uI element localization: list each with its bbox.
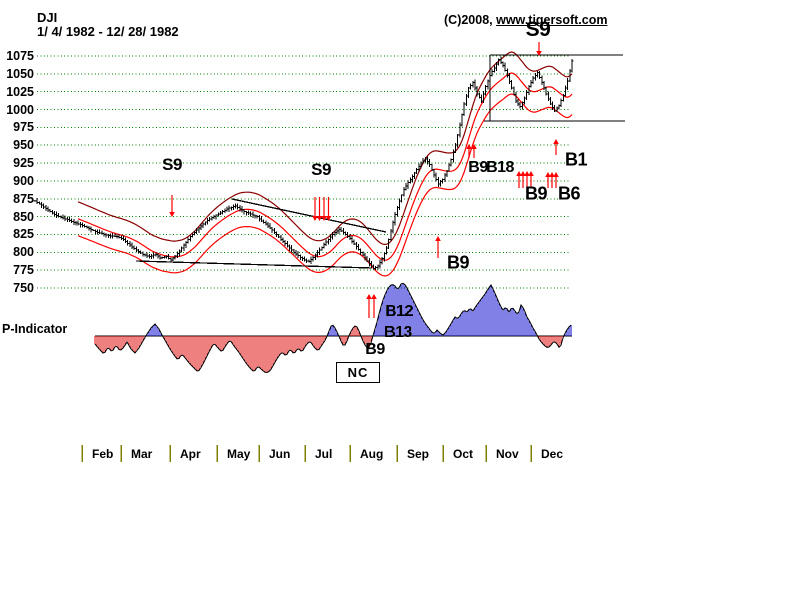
price-label-850: 850: [13, 209, 34, 224]
price-label-1000: 1000: [6, 102, 34, 117]
signal-s9-june: S9: [311, 160, 331, 179]
trendline-0: [231, 198, 387, 233]
signal-b9-nov: B9: [524, 183, 548, 204]
month-label-feb: Feb: [92, 447, 114, 461]
price-label-925: 925: [13, 156, 34, 171]
price-label-900: 900: [13, 173, 34, 188]
down-arrowhead: [312, 216, 318, 221]
up-arrowhead: [371, 294, 377, 299]
price-label-800: 800: [13, 245, 34, 260]
signal-b1: B1: [564, 149, 588, 170]
up-arrowhead: [545, 172, 551, 177]
down-arrowhead: [325, 216, 332, 221]
price-label-950: 950: [13, 138, 34, 153]
signal-b18: B18: [486, 159, 514, 176]
up-arrowhead: [435, 236, 441, 241]
price-label-1075: 1075: [6, 49, 34, 63]
copyright-prefix: (C)2008,: [444, 13, 497, 27]
price-label-825: 825: [13, 227, 34, 242]
down-arrowhead: [316, 216, 323, 221]
tigersoft-link[interactable]: www.tigersoft.com: [496, 13, 608, 27]
signal-b12: B12: [385, 303, 413, 320]
up-arrowhead: [549, 172, 555, 177]
ohlc-price-bars: [33, 56, 574, 270]
month-label-nov: Nov: [496, 447, 519, 461]
signal-s9-march: S9: [162, 155, 182, 174]
month-label-apr: Apr: [180, 447, 201, 461]
month-label-aug: Aug: [360, 447, 384, 461]
up-arrowhead: [466, 144, 472, 149]
signal-b9-sept: B9: [468, 159, 488, 176]
chart-title-block: DJI 1/ 4/ 1982 - 12/ 28/ 1982: [37, 11, 179, 39]
up-arrowhead: [553, 172, 559, 177]
up-arrowhead: [553, 139, 559, 144]
price-label-975: 975: [13, 120, 34, 135]
price-label-750: 750: [13, 281, 34, 295]
price-label-775: 775: [13, 263, 34, 278]
month-label-jun: Jun: [269, 447, 291, 461]
month-label-oct: Oct: [453, 447, 474, 461]
signal-b9-august: B9: [446, 252, 470, 273]
up-arrowhead: [528, 171, 534, 176]
upper-band-line: [77, 51, 573, 246]
copyright-notice: (C)2008, www.tigersoft.com: [444, 13, 607, 27]
nc-signal-box: NC: [336, 362, 380, 383]
month-label-sep: Sep: [407, 447, 430, 461]
signal-s9-top: S9: [525, 18, 551, 41]
down-arrowhead: [536, 51, 542, 56]
down-arrowhead: [169, 212, 175, 217]
month-label-dec: Dec: [541, 447, 564, 461]
price-label-1025: 1025: [6, 84, 34, 99]
p-indicator-label: P-Indicator: [2, 322, 68, 336]
indicator-envelope-line: [94, 282, 572, 374]
up-arrowhead: [471, 144, 477, 149]
trendline-1: [135, 260, 373, 269]
month-label-may: May: [227, 447, 251, 461]
price-label-1050: 1050: [6, 66, 34, 81]
up-arrowhead: [524, 171, 530, 176]
price-label-875: 875: [13, 191, 34, 206]
date-range: 1/ 4/ 1982 - 12/ 28/ 1982: [37, 24, 179, 39]
signal-b6: B6: [557, 183, 581, 204]
up-arrowhead: [366, 294, 372, 299]
signal-b9-indicator: B9: [365, 341, 385, 358]
down-arrowhead: [321, 216, 327, 221]
up-arrowhead: [516, 171, 522, 176]
signal-b13: B13: [384, 324, 412, 341]
up-arrowhead: [520, 171, 526, 176]
month-label-mar: Mar: [131, 447, 153, 461]
symbol-title: DJI: [37, 10, 58, 25]
month-label-jul: Jul: [315, 447, 333, 461]
